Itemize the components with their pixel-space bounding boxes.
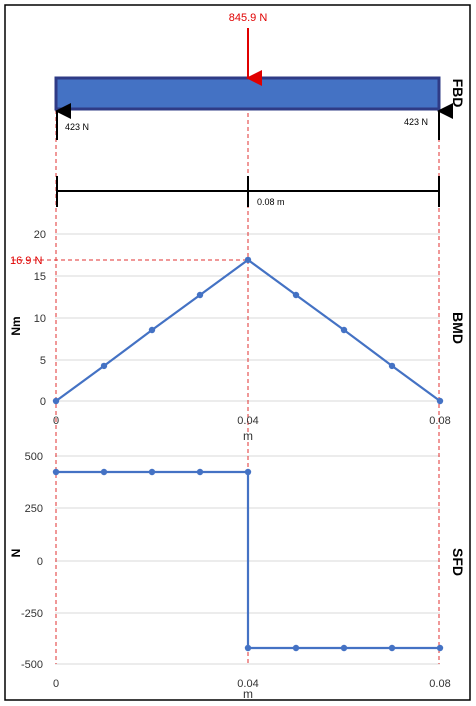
bmd-point xyxy=(436,397,444,405)
sfd-section: 500 250 0 -250 -500 0 0.04 0.08 m N SFD xyxy=(9,451,466,701)
bmd-point xyxy=(52,397,60,405)
sfd-ytick: -250 xyxy=(21,608,43,620)
bmd-ylabel: Nm xyxy=(9,316,23,335)
bmd-section: 20 15 10 5 0 0 0.04 0.08 m Nm 16.9 N BMD xyxy=(9,229,466,443)
sfd-point xyxy=(340,644,348,652)
sfd-ytick: -500 xyxy=(21,659,43,671)
bmd-point xyxy=(244,256,252,264)
bmd-xtick: 0 xyxy=(53,415,59,427)
sfd-ylabel: N xyxy=(9,549,23,558)
sfd-series xyxy=(52,468,444,652)
bmd-point xyxy=(148,326,156,334)
sfd-point xyxy=(148,468,156,476)
bmd-point xyxy=(292,291,300,299)
sfd-xtick: 0.04 xyxy=(237,678,258,690)
sfd-point xyxy=(388,644,396,652)
sfd-point xyxy=(244,644,252,652)
sfd-ytick: 0 xyxy=(37,556,43,568)
bmd-xlabel: m xyxy=(243,429,253,443)
bmd-point xyxy=(388,362,396,370)
bmd-point xyxy=(340,326,348,334)
point-load-label: 845.9 N xyxy=(229,12,268,24)
sfd-xtick: 0 xyxy=(53,678,59,690)
outer-frame xyxy=(4,4,471,701)
sfd-point xyxy=(196,468,204,476)
sfd-line xyxy=(56,470,440,650)
sfd-point xyxy=(244,468,252,476)
bmd-xtick: 0.08 xyxy=(429,415,450,427)
bmd-peak-label: 16.9 N xyxy=(10,255,42,267)
beam xyxy=(54,76,441,111)
bmd-point xyxy=(100,362,108,370)
sfd-point xyxy=(100,468,108,476)
sfd-point xyxy=(292,644,300,652)
right-reaction-label: 423 N xyxy=(404,117,428,127)
bmd-ytick: 15 xyxy=(34,271,46,283)
bmd-ytick: 10 xyxy=(34,313,46,325)
sfd-ytick: 500 xyxy=(25,451,43,463)
sfd-point xyxy=(436,644,444,652)
sfd-ytick: 250 xyxy=(25,503,43,515)
bmd-point xyxy=(196,291,204,299)
fbd-label: FBD xyxy=(450,79,466,108)
span-label: 0.08 m xyxy=(257,197,285,207)
fbd-section: 845.9 N 423 N 423 N FBD xyxy=(54,12,466,140)
guide-lines xyxy=(12,78,440,664)
bmd-label: BMD xyxy=(450,312,466,344)
bmd-ytick: 5 xyxy=(40,355,46,367)
left-reaction-label: 423 N xyxy=(65,122,89,132)
bmd-xtick: 0.04 xyxy=(237,415,258,427)
sfd-xtick: 0.08 xyxy=(429,678,450,690)
sfd-point xyxy=(52,468,60,476)
bmd-ytick: 0 xyxy=(40,396,46,408)
sfd-label: SFD xyxy=(450,548,466,576)
bmd-series xyxy=(52,256,444,405)
sfd-xlabel: m xyxy=(243,687,253,701)
span-dimension: 0.08 m xyxy=(56,176,440,207)
bmd-ytick: 20 xyxy=(34,229,46,241)
